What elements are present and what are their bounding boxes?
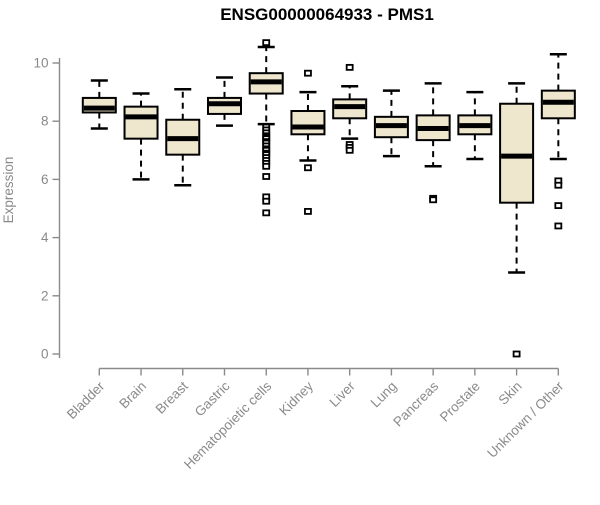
box-kidney	[290, 110, 326, 136]
outlier-hematopoietic-cells	[262, 162, 271, 170]
x-tick-label-gastric: Gastric	[192, 378, 233, 419]
y-tick-label: 8	[41, 114, 49, 129]
x-tick-label-breast: Breast	[153, 378, 191, 416]
x-tick-label-brain: Brain	[116, 379, 149, 412]
y-tick-label: 0	[41, 347, 49, 362]
outlier-liver	[345, 63, 354, 71]
x-tick-label-prostate: Prostate	[437, 379, 483, 425]
outlier-unknown-other	[554, 222, 563, 230]
outlier-pancreas	[429, 196, 438, 204]
outlier-hematopoietic-cells	[262, 39, 271, 47]
y-tick-label: 6	[41, 172, 49, 187]
y-tick-label: 2	[41, 288, 49, 303]
x-tick-label-lung: Lung	[368, 379, 400, 411]
y-axis-label: Expression	[1, 157, 16, 224]
outlier-liver	[345, 146, 354, 154]
outlier-kidney	[304, 208, 312, 215]
x-tick-label-unknown-other: Unknown / Other	[484, 378, 567, 461]
box-skin	[499, 102, 535, 204]
y-tick-label: 10	[33, 56, 48, 71]
outlier-hematopoietic-cells	[262, 173, 271, 180]
x-tick-label-bladder: Bladder	[64, 378, 108, 422]
outlier-unknown-other	[554, 202, 563, 209]
outlier-hematopoietic-cells	[262, 209, 271, 217]
outlier-skin	[512, 350, 521, 358]
outlier-kidney	[304, 164, 312, 172]
chart-title: ENSG00000064933 - PMS1	[220, 5, 434, 24]
x-tick-label-pancreas: Pancreas	[390, 378, 441, 429]
x-tick-label-kidney: Kidney	[276, 378, 316, 418]
x-tick-label-liver: Liver	[327, 378, 359, 410]
y-tick-label: 4	[41, 230, 49, 245]
outlier-unknown-other	[554, 181, 563, 189]
outlier-kidney	[304, 69, 312, 77]
x-tick-label-skin: Skin	[496, 379, 525, 408]
box-brain	[123, 105, 159, 140]
outlier-hematopoietic-cells	[262, 197, 271, 205]
